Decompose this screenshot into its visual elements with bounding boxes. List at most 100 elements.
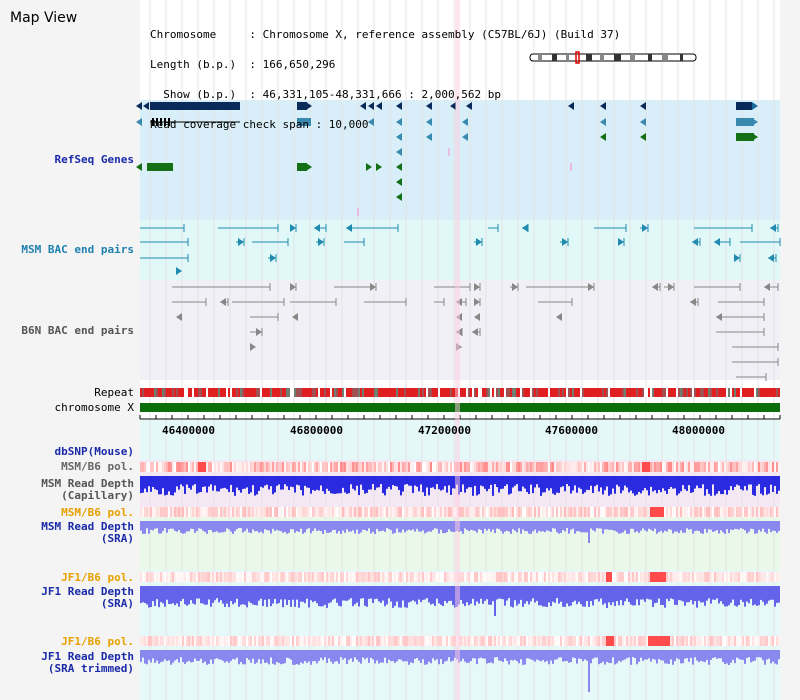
depth-bar	[502, 476, 504, 489]
pol-cell	[260, 507, 262, 517]
track-label-msm-bac[interactable]: MSM BAC end pairs	[21, 243, 134, 256]
depth-bar	[176, 521, 178, 532]
track-label-b6n-bac[interactable]: B6N BAC end pairs	[21, 324, 134, 337]
pol-cell	[270, 572, 272, 582]
pol-cell	[328, 462, 330, 472]
pol-cell	[594, 462, 596, 472]
pol-cell	[570, 462, 572, 472]
track-label-jf1-b6-pol-2[interactable]: JF1/B6 pol.	[61, 635, 134, 648]
pol-cell	[186, 572, 188, 582]
pol-cell	[608, 572, 610, 582]
depth-bar	[446, 586, 448, 604]
depth-bar	[498, 476, 500, 493]
pol-cell	[198, 636, 200, 646]
pol-cell	[406, 507, 408, 517]
pol-cell	[266, 462, 268, 472]
depth-bar	[638, 650, 640, 662]
depth-bar	[410, 586, 412, 602]
pol-cell	[292, 572, 294, 582]
depth-bar	[328, 650, 330, 659]
pol-cell	[220, 572, 222, 582]
depth-bar	[388, 650, 390, 660]
depth-bar	[500, 650, 502, 661]
pol-cell	[490, 462, 492, 472]
pol-cell	[354, 572, 356, 582]
gene-arrow	[368, 118, 374, 126]
track-label-msm-depth-sra[interactable]: MSM Read Depth (SRA)	[41, 520, 134, 545]
pol-cell	[358, 572, 360, 582]
pol-cell	[428, 462, 430, 472]
repeat-segment	[318, 388, 320, 397]
depth-bar	[664, 521, 666, 531]
track-label-dbsnp[interactable]: dbSNP(Mouse)	[54, 445, 134, 458]
track-label-msm-depth-capillary[interactable]: MSM Read Depth (Capillary)	[41, 477, 134, 502]
depth-bar	[588, 521, 590, 543]
track-label-refseq[interactable]: RefSeq Genes	[54, 153, 134, 166]
depth-bar	[284, 476, 286, 485]
depth-bar	[164, 521, 166, 529]
depth-bar	[750, 521, 752, 529]
depth-bar	[656, 586, 658, 603]
depth-bar	[742, 476, 744, 491]
depth-bar	[774, 586, 776, 607]
depth-bar	[246, 586, 248, 608]
depth-bar	[636, 476, 638, 495]
depth-bar	[178, 476, 180, 490]
gene-arrow	[136, 102, 142, 110]
pol-cell	[300, 572, 302, 582]
track-label-msm-b6-pol-2[interactable]: MSM/B6 pol.	[61, 506, 134, 519]
depth-bar	[468, 521, 470, 532]
depth-bar	[244, 650, 246, 665]
depth-bar	[252, 476, 254, 486]
pol-cell	[532, 507, 534, 517]
depth-bar	[514, 521, 516, 531]
pol-cell	[718, 636, 720, 646]
track-label-jf1-b6-pol[interactable]: JF1/B6 pol.	[61, 571, 134, 584]
depth-bar	[652, 650, 654, 659]
pol-cell	[228, 462, 230, 472]
pol-cell	[716, 462, 718, 472]
depth-bar	[266, 586, 268, 607]
pol-cell	[626, 572, 628, 582]
depth-bar	[620, 521, 622, 534]
depth-bar	[534, 650, 536, 662]
pol-cell	[310, 462, 312, 472]
repeat-segment	[144, 388, 146, 397]
pol-cell	[738, 507, 740, 517]
pol-cell	[500, 462, 502, 472]
depth-bar	[542, 650, 544, 661]
pol-cell	[350, 572, 352, 582]
depth-bar	[218, 586, 220, 603]
pol-cell	[514, 507, 516, 517]
depth-bar	[254, 650, 256, 664]
ideogram-band	[552, 54, 557, 61]
depth-bar	[714, 521, 716, 532]
pol-cell	[364, 572, 366, 582]
track-label-repeat[interactable]: Repeat	[94, 386, 134, 399]
depth-bar	[470, 650, 472, 661]
pol-cell	[372, 572, 374, 582]
ideogram-band	[614, 54, 621, 61]
depth-bar	[384, 476, 386, 496]
depth-bar	[540, 521, 542, 532]
depth-bar	[770, 586, 772, 600]
pol-cell	[252, 507, 254, 517]
track-label-msm-b6-pol[interactable]: MSM/B6 pol.	[61, 460, 134, 473]
track-label-jf1-depth-trimmed[interactable]: JF1 Read Depth (SRA trimmed)	[41, 650, 134, 675]
track-label-jf1-depth-sra[interactable]: JF1 Read Depth (SRA)	[41, 585, 134, 610]
depth-bar	[284, 650, 286, 664]
depth-bar	[280, 650, 282, 665]
gene-arrow	[512, 283, 518, 291]
pol-cell	[622, 636, 624, 646]
pol-cell	[550, 636, 552, 646]
depth-bar	[342, 586, 344, 601]
pol-cell	[698, 572, 700, 582]
chromosome-ideogram[interactable]	[529, 51, 697, 64]
depth-bar	[740, 476, 742, 490]
pol-cell	[710, 507, 712, 517]
pol-cell	[298, 572, 300, 582]
depth-bar	[298, 586, 300, 608]
depth-bar	[142, 521, 144, 534]
pol-cell	[760, 572, 762, 582]
repeat-segment	[498, 388, 500, 397]
